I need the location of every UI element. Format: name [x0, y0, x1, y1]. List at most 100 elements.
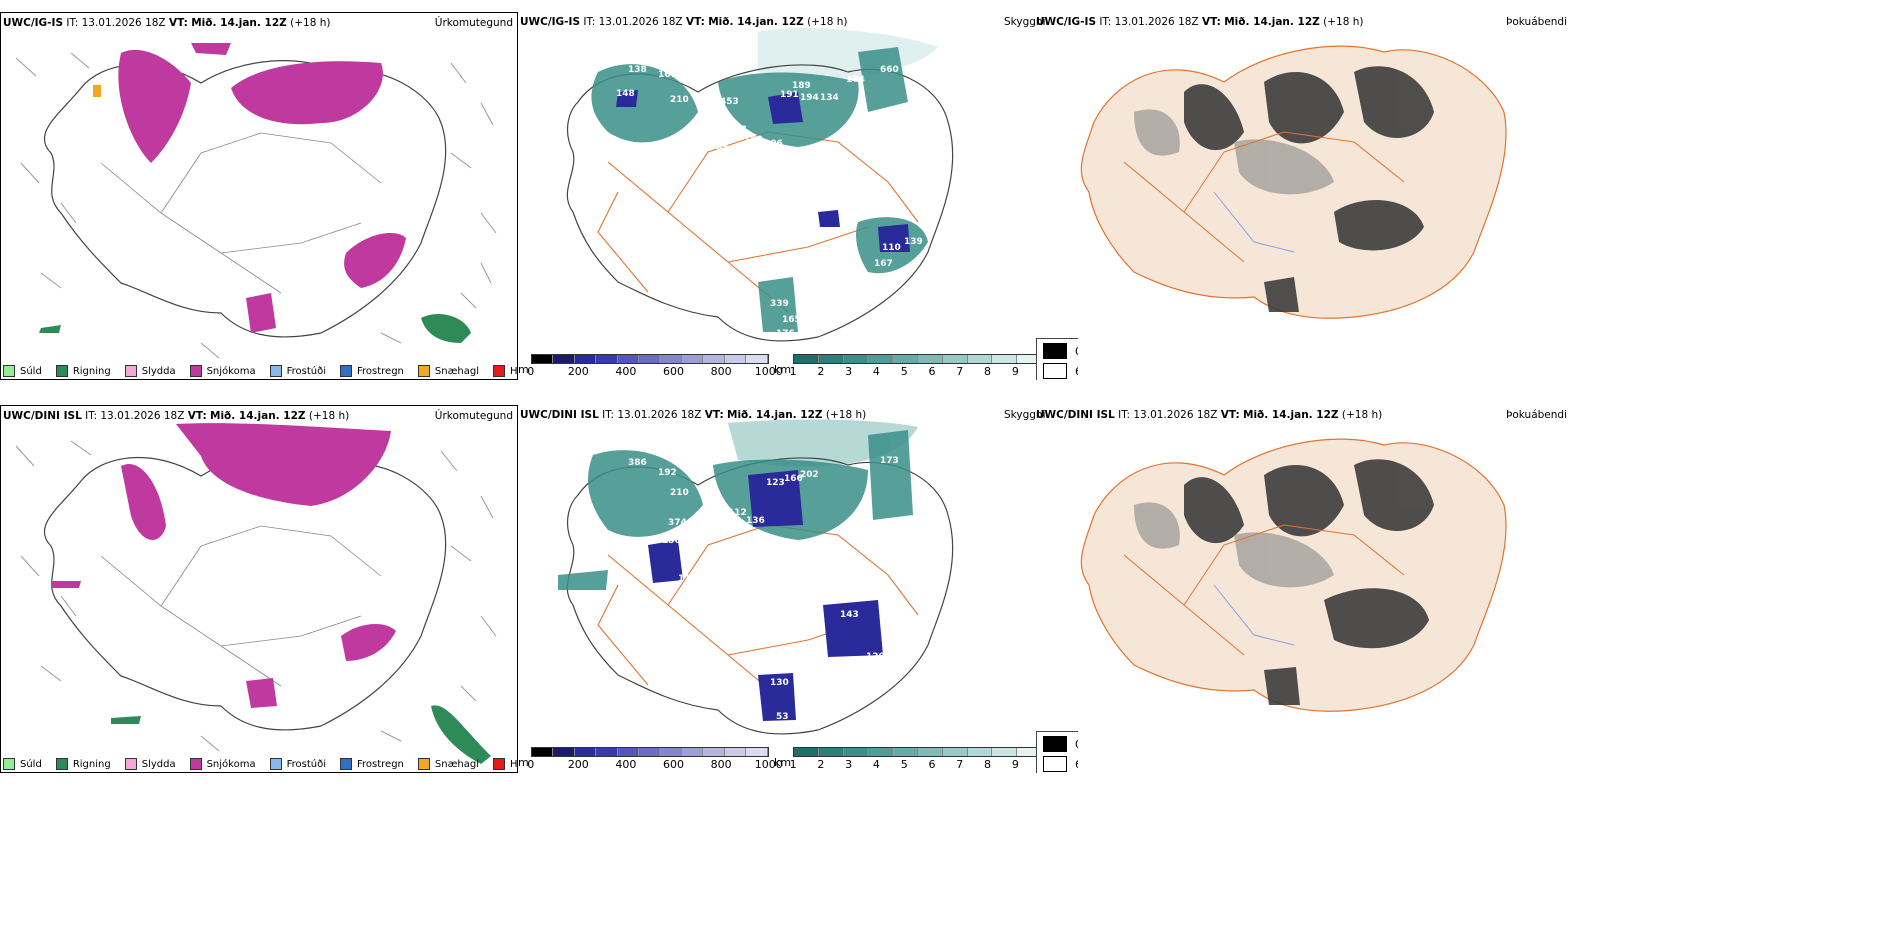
- colorbar-step: [638, 355, 661, 363]
- legend-label: Slydda: [141, 365, 176, 377]
- legend-item: Slydda: [124, 758, 176, 770]
- legend-swatch: [340, 758, 352, 770]
- ceiling-label: 143: [840, 610, 859, 620]
- legend-label: Rigning: [72, 758, 111, 770]
- ceiling-label: 167: [874, 259, 893, 269]
- colorbar-step: [681, 748, 704, 756]
- ceiling-label: 138: [628, 65, 647, 75]
- colorbar-tick-label: 1000: [754, 365, 783, 378]
- colorbar-step: [531, 355, 554, 363]
- colorbar-tick-label: 5: [900, 365, 908, 378]
- colorbar-step: [918, 355, 943, 363]
- colorbar-step: [942, 355, 968, 363]
- panel-title: UWC/IG-IS IT: 13.01.2026 18Z VT: Mið. 14…: [3, 17, 331, 29]
- colorbar-step: [818, 355, 844, 363]
- colorbar-tick-label: 1: [789, 758, 797, 771]
- height-colorbar: m 0 200 400 600 800 1000: [518, 354, 783, 378]
- colorbar-tick-label: 7: [956, 758, 964, 771]
- legend-item: Haglél: [493, 365, 517, 377]
- ceiling-label: 165: [782, 315, 801, 325]
- colorbar-step: [992, 748, 1018, 756]
- ceiling-label: 134: [820, 93, 839, 103]
- visibility-colorbar: km 12345678910: [774, 747, 1050, 771]
- legend-label: Súld: [20, 758, 42, 770]
- ceiling-label: 130: [770, 678, 789, 688]
- visibility-panel-bottom: UWC/DINI ISL IT: 13.01.2026 18Z VT: Mið.…: [518, 405, 1078, 773]
- visibility-colorbar: km 12345678910: [774, 354, 1050, 378]
- colorbar-tick-label: 800: [710, 758, 732, 771]
- colorbar-tick-label: 400: [615, 758, 637, 771]
- legend-swatch: [55, 758, 68, 770]
- wind-barbs: [15, 52, 497, 359]
- colorbar-step: [703, 355, 725, 363]
- graupel-spot: [93, 85, 101, 97]
- colorbar-step: [794, 748, 819, 756]
- fog-map-bottom: [1080, 438, 1507, 712]
- fog-min-swatch: [1043, 363, 1067, 379]
- colorbar-step: [574, 355, 597, 363]
- panel-type-label: Skyggni: [1004, 409, 1046, 421]
- colorbar-step: [660, 355, 682, 363]
- colorbar-tick-label: 9: [1011, 758, 1019, 771]
- ceiling-label: 210: [670, 488, 689, 498]
- colorbar-tick-label: 400: [615, 365, 637, 378]
- fog-map-top: [1080, 45, 1507, 319]
- precip-type-panel-top: UWC/IG-IS IT: 13.01.2026 18Z VT: Mið. 14…: [0, 12, 518, 380]
- colorbar-step: [574, 748, 597, 756]
- colorbar-step: [893, 355, 919, 363]
- legend-label: Snjókoma: [206, 365, 256, 377]
- ceiling-label: 101: [888, 606, 907, 616]
- legend-item: Haglél: [493, 758, 517, 770]
- fog-max-swatch: [1043, 736, 1067, 752]
- precip-legend: Súld Rigning Slydda Snjókoma Frostúði Frostre…: [3, 758, 517, 770]
- colorbar-step: [724, 355, 747, 363]
- panel-title: UWC/IG-IS IT: 13.01.2026 18Z VT: Mið. 14…: [520, 16, 848, 28]
- ceiling-label: 150: [744, 135, 763, 145]
- ceiling-areas: [616, 90, 910, 252]
- legend-item: Frostregn: [340, 365, 404, 377]
- ceiling-label: 202: [800, 470, 819, 480]
- colorbar-step: [746, 355, 768, 363]
- ceiling-label: 813: [836, 526, 855, 536]
- panel-type-label: Úrkomutegund: [434, 17, 513, 29]
- colorbar-step: [918, 748, 943, 756]
- fog-max-swatch: [1043, 343, 1067, 359]
- legend-item: Frostúði: [269, 758, 326, 770]
- precip-legend: Súld Rigning Slydda Snjókoma Frostúði Frostre…: [3, 365, 517, 377]
- ceiling-label: 53: [776, 712, 789, 722]
- colorbar-step: [681, 355, 704, 363]
- panel-title: UWC/DINI ISL IT: 13.01.2026 18Z VT: Mið.…: [520, 409, 867, 421]
- legend-swatch: [3, 365, 15, 377]
- colorbar-tick-label: 600: [663, 758, 685, 771]
- legend-item: Súld: [3, 365, 42, 377]
- legend-swatch: [417, 365, 430, 377]
- colorbar-step: [638, 748, 661, 756]
- legend-label: Snjókoma: [206, 758, 256, 770]
- colorbar-tick-label: 9: [1011, 365, 1019, 378]
- colorbar-tick-label: 4: [872, 365, 880, 378]
- ceiling-label: 104: [746, 534, 765, 544]
- colorbar-step: [992, 355, 1018, 363]
- legend-swatch: [417, 758, 430, 770]
- colorbar-tick-label: 0: [527, 758, 535, 771]
- ceiling-label: 453: [720, 97, 739, 107]
- colorbar-step: [746, 748, 768, 756]
- colorbar-tick-label: 5: [900, 758, 908, 771]
- legend-swatch: [269, 365, 282, 377]
- ceiling-label: 386: [628, 458, 647, 468]
- colorbar-step: [703, 748, 725, 756]
- ceiling-label: 173: [880, 456, 899, 466]
- colorbar-step: [868, 355, 894, 363]
- ceiling-label: 118: [678, 574, 697, 584]
- ceiling-label: 749: [850, 117, 869, 127]
- ceiling-label: 148: [616, 89, 635, 99]
- colorbar-step: [553, 355, 575, 363]
- ceiling-label: 339: [770, 299, 789, 309]
- legend-label: Súld: [20, 365, 42, 377]
- legend-item: Snjókoma: [189, 758, 256, 770]
- legend-label: Snæhagl: [434, 758, 480, 770]
- roads: [100, 132, 382, 294]
